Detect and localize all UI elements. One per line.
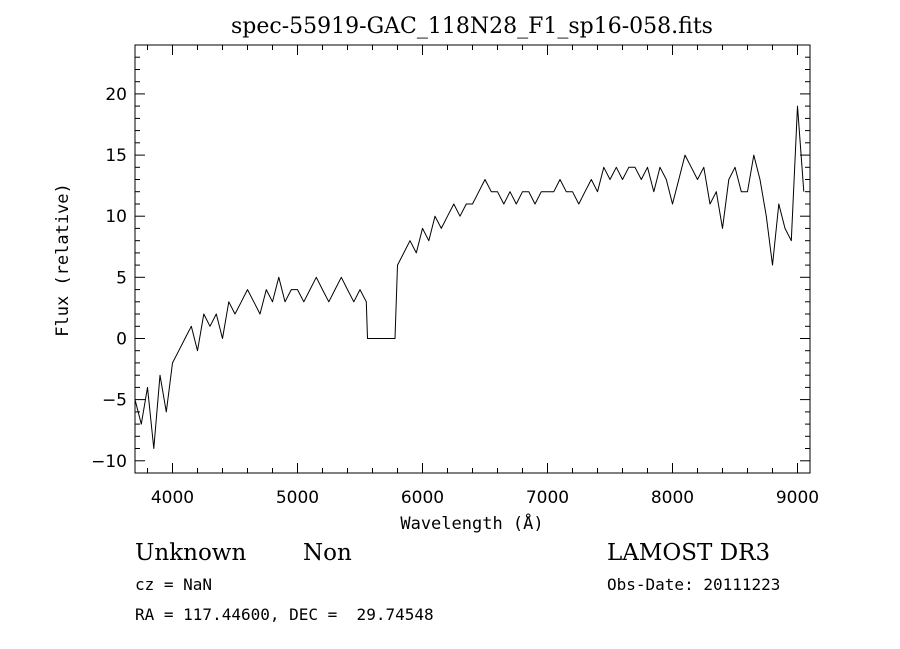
y-axis-label: Flux (relative) xyxy=(53,183,73,337)
plot-frame xyxy=(134,44,811,474)
coordinates-label: RA = 117.44600, DEC = 29.74548 xyxy=(135,605,434,624)
y-tick-label: 20 xyxy=(105,85,127,105)
axis-ticks xyxy=(135,44,810,474)
y-tick-label: 0 xyxy=(116,330,127,350)
obs-date-label: Obs-Date: 20111223 xyxy=(607,575,780,594)
x-tick-label: 9000 xyxy=(776,488,819,508)
x-tick-label: 8000 xyxy=(651,488,694,508)
object-class-label: Unknown xyxy=(135,540,246,566)
y-tick-labels: −10 −5 0 5 10 15 20 xyxy=(91,85,127,472)
y-tick-label: −10 xyxy=(91,452,127,472)
y-tick-label: 10 xyxy=(105,207,127,227)
survey-label: LAMOST DR3 xyxy=(607,540,770,566)
x-axis-label: Wavelength (Å) xyxy=(400,512,543,534)
x-tick-label: 7000 xyxy=(526,488,569,508)
chart-title: spec-55919-GAC_118N28_F1_sp16-058.fits xyxy=(231,14,713,39)
x-tick-label: 6000 xyxy=(401,488,444,508)
x-tick-labels: 4000 5000 6000 7000 8000 9000 xyxy=(151,488,819,508)
y-tick-label: 15 xyxy=(105,146,127,166)
y-tick-label: −5 xyxy=(102,391,127,411)
x-tick-label: 4000 xyxy=(151,488,194,508)
object-subclass-label: Non xyxy=(303,540,352,566)
redshift-label: cz = NaN xyxy=(135,575,212,594)
x-tick-label: 5000 xyxy=(276,488,319,508)
y-tick-label: 5 xyxy=(116,268,127,288)
flux-series-line xyxy=(134,105,805,449)
